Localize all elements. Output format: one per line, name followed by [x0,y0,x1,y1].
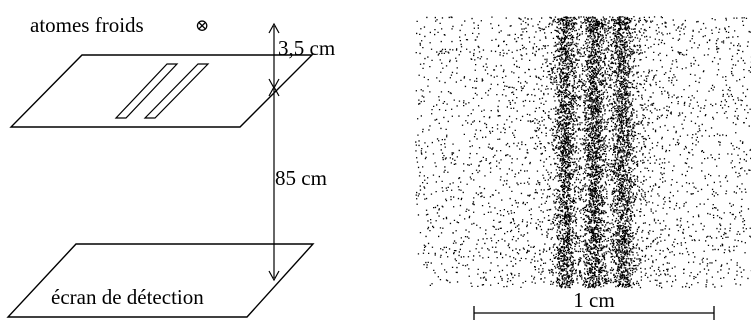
slit-plate [9,54,314,128]
interference-pattern [415,16,751,289]
source-symbol-icon: ⊗ [195,16,209,35]
scale-bar [473,306,715,320]
dimension-arrow-screen [268,85,280,282]
atom-impact-dots [415,16,751,289]
detection-screen [6,243,315,318]
setup-schematic: atomes froids ⊗ écran de détection 3,5 c… [6,13,335,318]
slit-1 [114,63,179,119]
detection-screen-label: écran de détection [51,285,204,309]
distance-slits-screen-label: 85 cm [275,166,327,190]
slit-2 [143,63,210,119]
cold-atoms-label: atomes froids [30,13,144,37]
scale-bar-label: 1 cm [573,288,614,312]
distance-source-slits-label: 3,5 cm [278,36,335,60]
